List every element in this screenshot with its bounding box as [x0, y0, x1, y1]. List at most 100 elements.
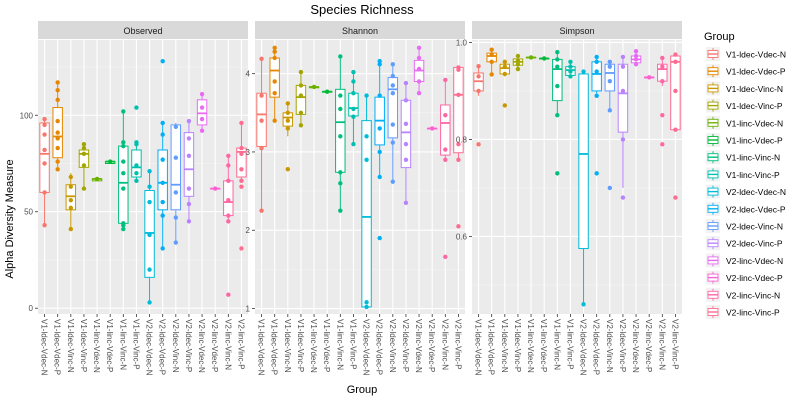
- data-point: [147, 300, 152, 305]
- data-point: [55, 130, 60, 135]
- box-iqr: [400, 99, 412, 169]
- data-point: [68, 197, 74, 203]
- data-point: [186, 186, 192, 191]
- data-point: [147, 199, 152, 205]
- data-point: [351, 79, 356, 84]
- boxplot-v2-linc-vdec-n: [630, 48, 642, 67]
- data-point: [239, 178, 244, 184]
- boxplot-v2-ldec-vinc-n: [604, 59, 616, 191]
- data-point: [607, 108, 613, 113]
- boxplot-v1-linc-vinc-p: [348, 69, 359, 147]
- data-point: [568, 59, 573, 65]
- data-point: [620, 137, 626, 142]
- legend-item: V1-ldec-Vinc-N: [706, 81, 783, 96]
- data-point: [377, 62, 382, 67]
- x-tick-label: V1-ldec-Vinc-N: [66, 319, 75, 373]
- data-point: [390, 73, 396, 79]
- data-point: [134, 170, 139, 176]
- legend-label: V2-linc-Vdec-P: [726, 273, 783, 283]
- data-point: [390, 83, 396, 88]
- x-tick-label: V2-linc-Vinc-P: [236, 319, 245, 370]
- data-point: [594, 93, 599, 98]
- data-point: [160, 120, 165, 126]
- legend-item: V1-ldec-Vinc-P: [706, 98, 783, 113]
- data-point: [338, 170, 343, 175]
- data-point: [416, 55, 422, 61]
- data-point: [620, 54, 626, 60]
- data-point: [160, 199, 165, 205]
- data-point: [568, 69, 573, 74]
- legend-label: V1-linc-Vdec-P: [726, 136, 783, 146]
- x-tick-label: V1-ldec-Vinc-P: [296, 319, 305, 372]
- data-point: [121, 226, 126, 232]
- boxplot-v1-ldec-vdec-p: [269, 45, 280, 123]
- data-point: [134, 163, 139, 168]
- data-point: [186, 118, 192, 124]
- data-point: [416, 66, 422, 72]
- data-point: [199, 128, 205, 133]
- data-point: [107, 159, 113, 164]
- data-point: [55, 80, 60, 85]
- legend-item: V1-linc-Vdec-N: [706, 115, 783, 130]
- box-iqr: [170, 124, 182, 211]
- data-point: [298, 123, 304, 128]
- data-point: [298, 110, 304, 116]
- data-point: [259, 56, 264, 61]
- data-point: [134, 178, 139, 184]
- legend-item: V2-ldec-Vinc-N: [706, 219, 783, 233]
- data-point: [502, 71, 508, 77]
- data-point: [55, 145, 60, 151]
- data-point: [272, 49, 277, 54]
- data-point: [121, 140, 126, 145]
- data-point: [226, 178, 231, 184]
- data-point: [351, 114, 356, 119]
- legend-label: V1-linc-Vinc-N: [726, 153, 780, 163]
- data-point: [489, 72, 494, 77]
- boxplot-v2-ldec-vinc-n: [387, 62, 399, 184]
- data-point: [285, 101, 291, 106]
- data-point: [285, 110, 291, 116]
- legend-label: V2-linc-Vinc-N: [726, 290, 780, 300]
- data-point: [160, 157, 165, 162]
- boxplot-v1-linc-vdec-p: [538, 56, 550, 61]
- facet-panel-shannon: Shannon 1 2 3 4 V1-ldec-Vdec-N V1-ldec-Vdec-P V…: [246, 21, 465, 376]
- facet-panel-simpson: Simpson 0.6 0.8 1.0 V1-ldec-Vdec-N V1-ldec-Vd…: [456, 21, 682, 376]
- legend-item: V1-ldec-Vdec-N: [706, 47, 786, 61]
- data-point: [502, 59, 508, 65]
- box-iqr: [578, 73, 589, 250]
- legend-item: V2-linc-Vinc-N: [706, 287, 780, 302]
- x-tick-label: V1-linc-Vdec-N: [526, 319, 535, 373]
- data-point: [673, 127, 678, 132]
- data-point: [607, 185, 613, 191]
- data-point: [121, 170, 126, 176]
- legend: Group V1-ldec-Vdec-N V1-ldec-Vdec-P V1-lde…: [704, 31, 786, 319]
- facet-strip: [38, 21, 248, 39]
- data-point: [285, 166, 291, 172]
- data-point: [338, 181, 343, 186]
- box-iqr: [591, 61, 602, 92]
- data-point: [633, 57, 639, 62]
- data-point: [502, 64, 508, 69]
- data-point: [351, 69, 356, 75]
- boxplot-v1-ldec-vinc-p: [78, 141, 90, 191]
- boxplot-v1-ldec-vdec-n: [473, 63, 484, 147]
- legend-item: V1-linc-Vinc-P: [706, 167, 780, 182]
- data-point: [134, 140, 139, 145]
- box-iqr: [157, 149, 168, 211]
- legend-label: V2-linc-Vdec-N: [726, 256, 783, 266]
- x-tick-label: V2-linc-Vdec-P: [644, 319, 653, 372]
- data-point: [226, 153, 231, 158]
- boxplot-v2-ldec-vinc-p: [400, 80, 412, 206]
- boxplot-v1-ldec-vdec-n: [39, 116, 50, 228]
- data-point: [147, 267, 152, 272]
- data-point: [555, 112, 560, 118]
- x-tick-label: V1-ldec-Vdec-P: [270, 319, 279, 375]
- x-tick-label: V2-ldec-Vinc-N: [605, 319, 614, 373]
- data-point: [364, 300, 369, 305]
- data-point: [660, 55, 665, 61]
- x-tick-label: V1-linc-Vinc-P: [348, 319, 357, 370]
- x-tick-label: V1-ldec-Vinc-N: [283, 319, 292, 373]
- data-point: [186, 201, 192, 207]
- x-tick-label: V2-ldec-Vdec-P: [158, 319, 167, 375]
- data-point: [555, 64, 560, 69]
